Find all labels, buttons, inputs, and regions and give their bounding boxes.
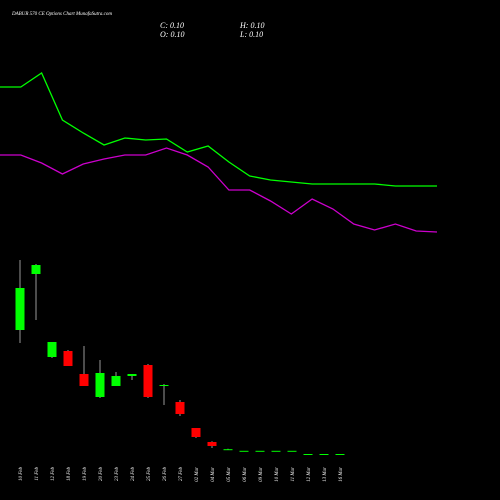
candle-body xyxy=(287,450,297,452)
x-tick-label: 23 Feb xyxy=(115,467,120,482)
candle-body xyxy=(15,288,25,330)
x-tick-label: 26 Feb xyxy=(163,467,168,482)
candle-body xyxy=(207,442,217,446)
candle-body xyxy=(255,450,265,452)
x-tick-label: 06 Mar xyxy=(243,467,248,482)
x-tick-label: 25 Feb xyxy=(147,467,152,482)
x-tick-label: 16 Mar xyxy=(339,467,344,482)
x-tick-label: 12 Mar xyxy=(307,467,312,482)
candle-body xyxy=(143,365,153,397)
candle-body xyxy=(79,374,89,386)
candle-body xyxy=(47,342,57,357)
candle-body xyxy=(95,373,105,397)
x-tick-label: 20 Feb xyxy=(99,467,104,482)
candle-body xyxy=(239,450,249,452)
x-tick-label: 10 Feb xyxy=(19,467,24,482)
x-tick-label: 09 Mar xyxy=(259,467,264,482)
open-label: O: 0.10 xyxy=(160,30,184,39)
line-series xyxy=(0,147,438,233)
candle-body xyxy=(111,376,121,386)
x-tick-label: 04 Mar xyxy=(211,467,216,482)
x-tick-label: 11 Mar xyxy=(291,467,296,482)
candle-body xyxy=(63,351,73,366)
candle-body xyxy=(31,265,41,274)
candle-body xyxy=(335,454,345,455)
x-tick-label: 11 Feb xyxy=(35,467,40,481)
candle-body xyxy=(303,454,313,455)
candle-body xyxy=(159,385,169,386)
x-tick-label: 13 Mar xyxy=(323,467,328,482)
high-label: H: 0.10 xyxy=(239,21,264,30)
x-tick-label: 24 Feb xyxy=(131,467,136,482)
x-tick-label: 10 Mar xyxy=(275,467,280,482)
low-label: L: 0.10 xyxy=(239,30,263,39)
x-tick-label: 27 Feb xyxy=(179,467,184,482)
x-tick-label: 12 Feb xyxy=(51,467,56,482)
close-label: C: 0.10 xyxy=(160,21,184,30)
candle-body xyxy=(127,374,137,376)
candle-body xyxy=(319,454,329,455)
x-tick-label: 02 Mar xyxy=(195,467,200,482)
candle-body xyxy=(223,449,233,451)
candle-body xyxy=(175,402,185,414)
x-tick-label: 18 Feb xyxy=(67,467,72,482)
x-tick-label: 19 Feb xyxy=(83,467,88,482)
x-tick-label: 05 Mar xyxy=(227,467,232,482)
candle-body xyxy=(191,428,201,437)
candle-body xyxy=(271,450,281,452)
line-series xyxy=(0,72,437,187)
chart-title: DABUR 570 CE Options Chart MunafaSutra.c… xyxy=(11,12,112,17)
